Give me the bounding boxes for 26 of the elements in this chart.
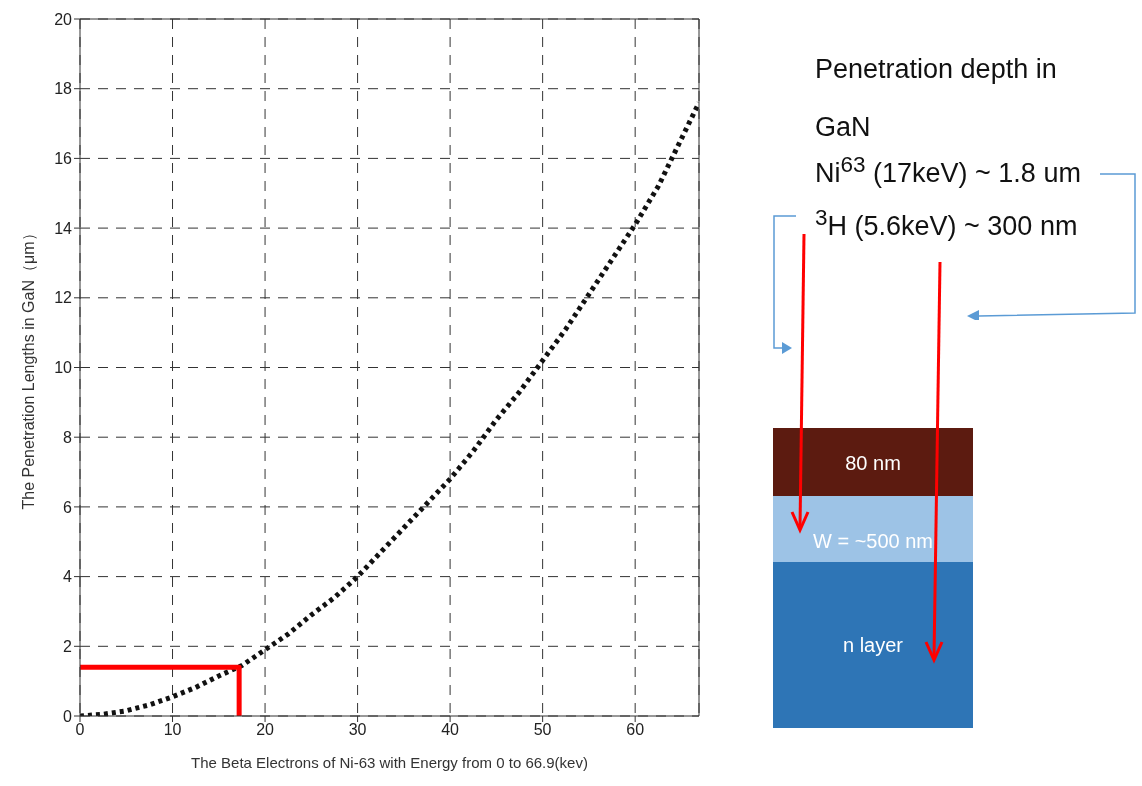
- text: Ni$^{63}$ (17keV) ~ 1.8 um: [815, 152, 1081, 189]
- y-tick-label: 2: [63, 637, 73, 655]
- x-tick-label: 10: [163, 721, 182, 739]
- text: n layer: [842, 634, 904, 657]
- y-axis-title: The Penetration Lengths in GaN（μm）: [19, 225, 37, 510]
- text: Penetration depth in GaN: [815, 54, 1057, 142]
- text: $^{3}$H (5.6keV) ~ 300 nm: [815, 205, 1078, 242]
- y-tick-label: 20: [54, 10, 73, 28]
- text: 80 nm: [844, 452, 902, 475]
- y-tick-label: 18: [54, 80, 73, 98]
- x-tick-label: 50: [533, 721, 552, 739]
- x-tick-label: 30: [348, 721, 367, 739]
- y-tick-label: 12: [54, 289, 73, 307]
- y-tick-label: 0: [63, 707, 73, 725]
- x-axis-title: The Beta Electrons of Ni-63 with Energy from 0 to 66.9(kev): [191, 754, 588, 771]
- text: W = ~500 nm: [811, 530, 935, 553]
- y-tick-label: 4: [63, 568, 73, 586]
- y-tick-label: 16: [54, 150, 73, 168]
- y-tick-label: 8: [63, 428, 73, 446]
- x-tick-label: 0: [75, 721, 85, 739]
- x-tick-label: 40: [441, 721, 460, 739]
- y-tick-label: 14: [54, 219, 73, 237]
- y-tick-label: 10: [54, 359, 73, 377]
- x-tick-label: 60: [626, 721, 645, 739]
- y-tick-label: 6: [63, 498, 73, 516]
- x-tick-label: 20: [256, 721, 275, 739]
